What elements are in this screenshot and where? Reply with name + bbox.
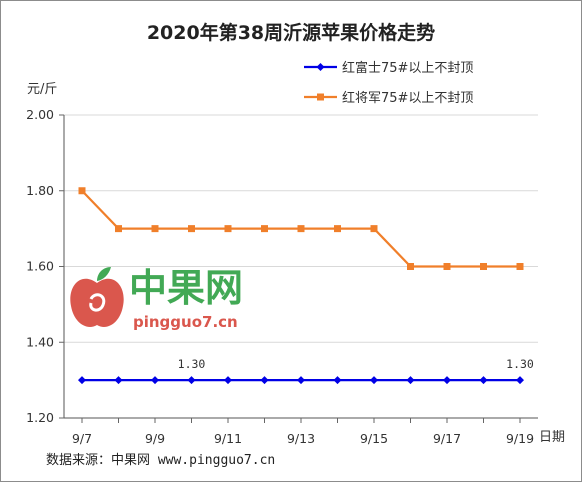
data-point [370,225,378,233]
data-point [516,263,524,270]
data-point [78,187,86,195]
legend-marker [317,93,324,101]
data-labels: 1.30 1.30 [178,357,534,371]
data-point [297,376,305,385]
data-point [334,225,341,233]
y-tick-label: 1.40 [26,334,54,349]
data-point [78,376,86,385]
data-point [187,376,196,385]
legend-item: 红富士75#以上不封顶 [304,60,473,76]
data-point [516,376,524,385]
watermark-logo: 中果网 pingguo7.cn [70,266,243,331]
data-point [188,225,195,233]
data-point [260,376,269,385]
legend-label: 红富士75#以上不封顶 [342,60,473,76]
y-axis-label: 元/斤 [27,82,57,97]
watermark-url: pingguo7.cn [133,313,238,331]
data-point [224,376,232,385]
series-0 [78,376,524,385]
data-point [261,225,268,233]
legend-item: 红将军75#以上不封顶 [304,90,473,106]
apple-leaf-icon [97,267,111,281]
x-axis-label: 日期 [539,430,565,445]
series-1 [78,187,524,270]
x-tick-label: 9/15 [360,431,388,446]
data-label: 1.30 [506,357,534,371]
x-ticks: 9/7 9/9 9/11 9/13 9/15 9/17 9/19 [72,418,534,446]
legend-marker [316,63,325,71]
data-point [224,225,232,233]
data-point [443,376,451,385]
data-point [297,225,305,233]
y-tick-label: 2.00 [26,107,54,122]
data-point [370,376,378,385]
legend-label: 红将军75#以上不封顶 [342,90,473,106]
y-tick-label: 1.80 [26,183,54,198]
y-tick-label: 1.20 [26,410,54,425]
x-tick-label: 9/7 [72,431,92,446]
data-point [407,263,414,270]
data-point [443,263,451,270]
apple-swirl-icon [89,293,106,312]
apple-logo-icon [70,278,124,327]
watermark-name: 中果网 [129,266,243,310]
data-point [333,376,342,385]
data-point [479,376,488,385]
chart-title: 2020年第38周沂源苹果价格走势 [147,21,435,44]
y-tick-label: 1.60 [26,259,54,274]
data-point [114,376,123,385]
data-point [151,225,159,233]
data-point [115,225,122,233]
x-tick-label: 9/11 [214,431,242,446]
data-point [151,376,159,385]
y-ticks: 1.20 1.40 1.60 1.80 2.00 [26,107,64,425]
x-tick-label: 9/9 [145,431,165,446]
data-point [480,263,487,270]
source-note: 数据来源：中果网 www.pingguo7.cn [46,453,275,468]
data-label: 1.30 [178,357,206,371]
x-tick-label: 9/13 [287,431,315,446]
x-tick-label: 9/19 [506,431,534,446]
series-lines [78,187,524,385]
data-point [406,376,415,385]
x-tick-label: 9/17 [433,431,461,446]
